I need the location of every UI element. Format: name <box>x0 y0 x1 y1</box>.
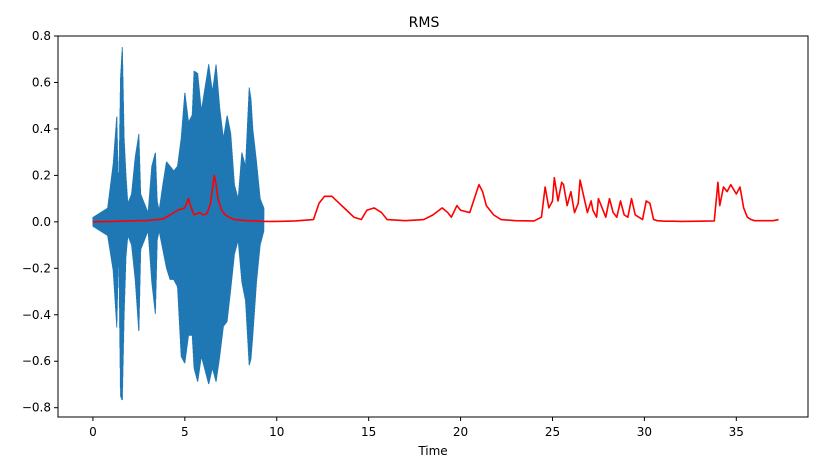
x-tick-label: 25 <box>545 425 560 439</box>
x-tick-label: 35 <box>729 425 744 439</box>
y-tick-label: −0.4 <box>22 308 51 322</box>
x-tick-label: 10 <box>269 425 284 439</box>
y-tick-label: 0.2 <box>32 168 51 182</box>
waveform-line <box>92 47 265 401</box>
plot-area <box>92 47 779 401</box>
x-axis-label: Time <box>417 444 447 458</box>
x-tick-label: 0 <box>89 425 97 439</box>
chart-title: RMS <box>409 15 440 31</box>
y-tick-label: 0.6 <box>32 75 51 89</box>
x-tick-label: 5 <box>181 425 189 439</box>
y-tick-label: 0.4 <box>32 122 51 136</box>
y-axis-ticks: −0.8 −0.6 −0.4 −0.2 0.0 0.2 0.4 0.6 0.8 <box>22 29 58 415</box>
x-tick-label: 30 <box>637 425 652 439</box>
rms-line <box>92 174 779 223</box>
y-tick-label: −0.6 <box>22 354 51 368</box>
y-tick-label: −0.2 <box>22 261 51 275</box>
plot-frame <box>57 35 809 418</box>
y-tick-label: −0.8 <box>22 401 51 415</box>
x-tick-label: 20 <box>453 425 468 439</box>
y-tick-label: 0.8 <box>32 29 51 43</box>
x-axis-ticks: 0 5 10 15 20 25 30 35 <box>89 417 744 439</box>
x-tick-label: 15 <box>361 425 376 439</box>
y-tick-label: 0.0 <box>32 215 51 229</box>
